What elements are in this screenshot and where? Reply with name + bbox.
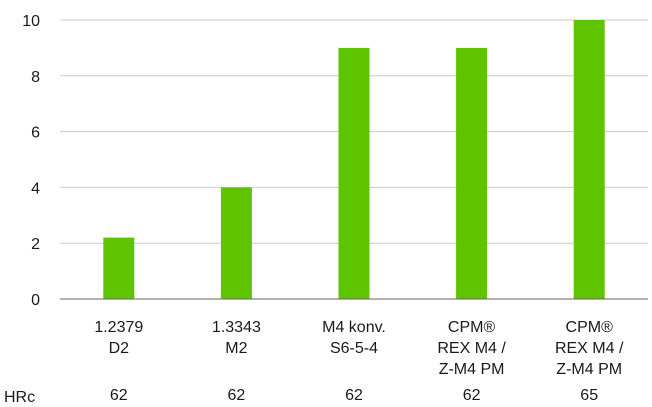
y-tick-label: 0	[31, 292, 40, 309]
bar	[456, 47, 488, 300]
category-label: CPM®	[448, 319, 496, 336]
bar	[338, 47, 370, 300]
category-labels: 1.2379 D2 1.3343 M2 M4 konv. S6-5-4 CPM® REX M4…	[94, 319, 624, 378]
hrc-values: 62 62 62 62 65	[110, 387, 598, 404]
hrc-row-label: HRc	[4, 389, 35, 406]
category-label: D2	[109, 340, 130, 357]
bar	[220, 187, 252, 299]
hrc-value: 62	[345, 387, 363, 404]
y-tick-label: 4	[31, 180, 40, 197]
category-label: Z-M4 PM	[439, 361, 505, 378]
hrc-value: 62	[463, 387, 481, 404]
hrc-value: 65	[580, 387, 598, 404]
y-tick-label: 2	[31, 236, 40, 253]
category-label: S6-5-4	[330, 340, 378, 357]
category-label: REX M4 /	[555, 340, 624, 357]
category-label: 1.2379	[94, 319, 143, 336]
bar	[103, 237, 135, 299]
y-axis-tick-labels: 0 2 4 6 8 10	[22, 13, 40, 309]
y-tick-label: 8	[31, 69, 40, 86]
bars	[103, 20, 605, 300]
y-tick-label: 10	[22, 13, 40, 30]
category-label: M4 konv.	[322, 319, 386, 336]
hrc-value: 62	[110, 387, 128, 404]
category-label: CPM®	[566, 319, 614, 336]
y-tick-label: 6	[31, 125, 40, 142]
category-label: M2	[225, 340, 247, 357]
category-label: REX M4 /	[437, 340, 506, 357]
hrc-value: 62	[228, 387, 246, 404]
category-label: Z-M4 PM	[556, 361, 622, 378]
bar	[573, 20, 605, 299]
category-label: 1.3343	[212, 319, 261, 336]
